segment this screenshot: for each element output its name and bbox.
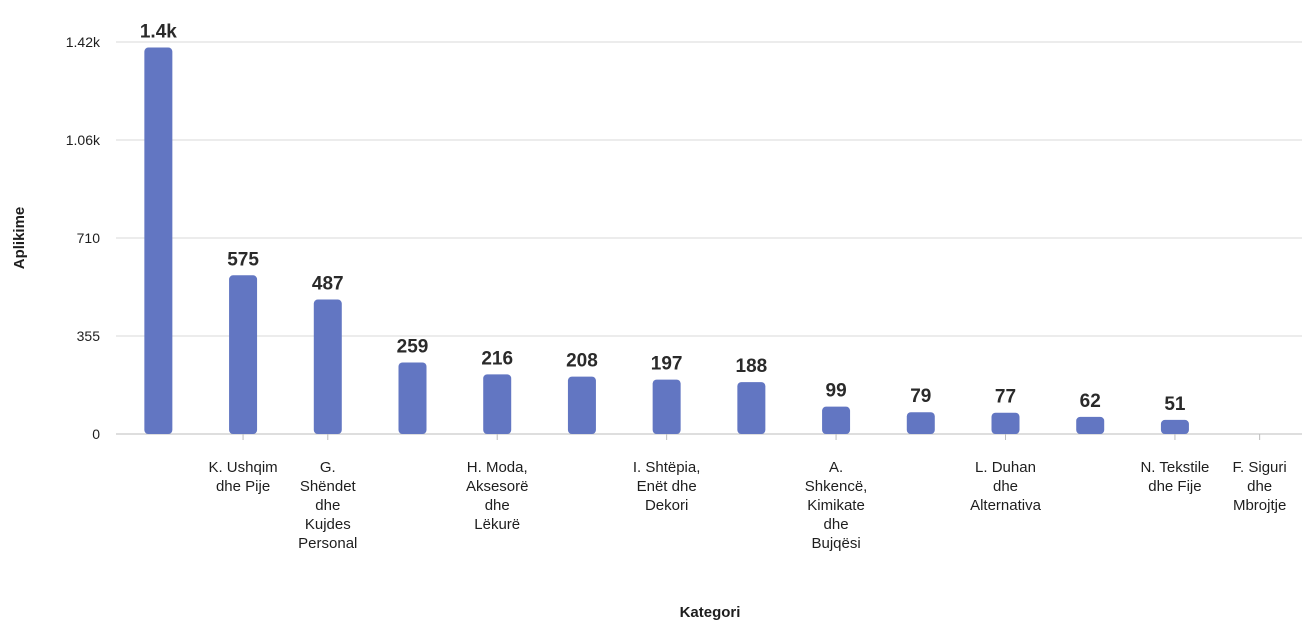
x-tick-label-line: dhe Pije (216, 478, 270, 495)
y-axis-ticks: 0 355 710 1.06k 1.42k (66, 34, 101, 442)
x-tick-label: H. Moda, Aksesorë dhe Lëkurë (466, 459, 529, 533)
y-axis-title: Aplikime (11, 207, 28, 270)
x-tick-label-line: A. (829, 459, 843, 476)
bar[interactable] (822, 406, 851, 434)
x-tick-label: G. Shëndet dhe Kujdes Personal (298, 459, 357, 552)
x-tick-label-line: Lëkurë (474, 516, 520, 533)
data-label: 216 (481, 348, 513, 369)
x-tick-label: F. Siguri dhe Mbrojtje (1233, 459, 1287, 514)
x-tick-label-line: K. Ushqim (208, 459, 277, 476)
x-tick-label-line: Mbrojtje (1233, 497, 1286, 514)
x-tick-label: K. Ushqim dhe Pije (208, 459, 277, 495)
bar[interactable] (1160, 419, 1189, 434)
x-tick-label-line: I. Shtëpia, (633, 459, 701, 476)
x-tick-label-line: L. Duhan (975, 459, 1036, 476)
x-tick-label-line: Alternativa (970, 497, 1042, 514)
x-tick-label-line: dhe (485, 497, 510, 514)
x-tick-label-line: Enët dhe (637, 478, 697, 495)
x-tick-label-line: Dekori (645, 497, 688, 514)
bar[interactable] (398, 362, 427, 434)
bar[interactable] (737, 382, 766, 434)
data-label: 62 (1080, 391, 1101, 412)
data-label: 77 (995, 387, 1016, 408)
x-axis-ticks: K. Ushqim dhe Pije G. Shëndet dhe Kujdes Perso… (208, 434, 1287, 552)
bar[interactable] (567, 376, 596, 434)
x-tick-label-line: Shëndet (300, 478, 357, 495)
data-label: 1.4k (140, 22, 177, 43)
x-tick-label-line: Bujqësi (811, 535, 860, 552)
x-tick-label-line: H. Moda, (467, 459, 528, 476)
data-label: 487 (312, 274, 344, 295)
data-labels: 1.4k 575 487 259 216 208 197 188 99 79 77 62 51 (140, 22, 1186, 415)
x-tick-label-line: Kujdes (305, 516, 351, 533)
x-tick-label-line: Shkencë, (805, 478, 868, 495)
bar[interactable] (652, 379, 681, 434)
data-label: 51 (1164, 394, 1186, 415)
data-label: 259 (397, 337, 429, 358)
bar[interactable] (1076, 416, 1105, 434)
x-tick-label-line: Aksesorë (466, 478, 529, 495)
gridlines (116, 41, 1302, 435)
data-label: 197 (651, 354, 683, 375)
y-tick-label: 0 (92, 426, 100, 442)
x-axis-title: Kategori (680, 604, 741, 621)
bar[interactable] (906, 412, 935, 434)
y-tick-label: 1.42k (66, 34, 101, 50)
y-tick-label: 710 (77, 230, 101, 246)
data-label: 575 (227, 249, 259, 270)
y-tick-label: 1.06k (66, 132, 101, 148)
x-tick-label: N. Tekstile dhe Fije (1140, 459, 1209, 495)
bar[interactable] (144, 47, 173, 435)
x-tick-label-line: N. Tekstile (1140, 459, 1209, 476)
x-tick-label: A. Shkencë, Kimikate dhe Bujqësi (805, 459, 868, 552)
bar[interactable] (483, 374, 512, 434)
data-label: 99 (826, 381, 847, 402)
x-tick-label-line: F. Siguri (1233, 459, 1287, 476)
x-tick-label-line: G. (320, 459, 336, 476)
x-tick-label-line: dhe (824, 516, 849, 533)
x-tick-label-line: Kimikate (807, 497, 865, 514)
x-tick-label: I. Shtëpia, Enët dhe Dekori (633, 459, 701, 514)
x-tick-label-line: dhe (315, 497, 340, 514)
data-label: 208 (566, 351, 598, 372)
bar[interactable] (313, 299, 342, 434)
x-tick-label-line: dhe (993, 478, 1018, 495)
y-tick-label: 355 (77, 328, 101, 344)
x-tick-label-line: dhe Fije (1148, 478, 1201, 495)
x-tick-label-line: dhe (1247, 478, 1272, 495)
bars (144, 47, 1189, 435)
bar[interactable] (229, 275, 258, 434)
x-tick-label-line: Personal (298, 535, 357, 552)
x-tick-label: L. Duhan dhe Alternativa (970, 459, 1042, 514)
data-label: 79 (910, 386, 931, 407)
data-label: 188 (736, 356, 768, 377)
bar[interactable] (991, 412, 1020, 434)
